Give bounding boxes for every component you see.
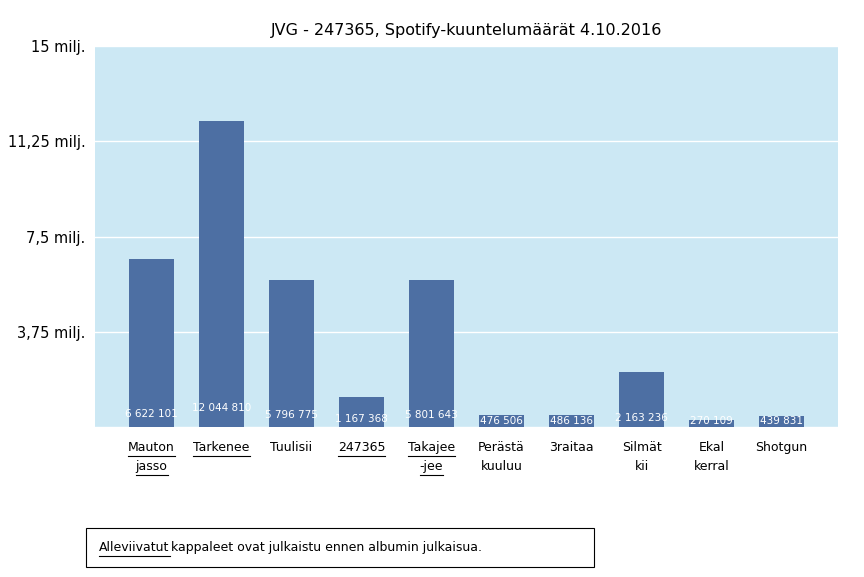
Text: Silmät: Silmät xyxy=(622,441,662,454)
Text: 6 622 101: 6 622 101 xyxy=(125,409,178,419)
Text: 2 163 236: 2 163 236 xyxy=(615,413,668,424)
Text: 5 801 643: 5 801 643 xyxy=(405,410,458,419)
Text: 3raitaa: 3raitaa xyxy=(550,441,594,454)
Text: Alleviivatut: Alleviivatut xyxy=(99,541,169,554)
Bar xyxy=(129,259,175,427)
Text: Mauton: Mauton xyxy=(128,441,175,454)
Text: 247365: 247365 xyxy=(338,441,385,454)
Text: 5 796 775: 5 796 775 xyxy=(265,410,318,419)
Text: kii: kii xyxy=(634,460,649,473)
Text: 486 136: 486 136 xyxy=(550,416,593,426)
Bar xyxy=(199,121,245,427)
Text: Perästä: Perästä xyxy=(478,441,525,454)
Text: jasso: jasso xyxy=(136,460,168,473)
Text: Ekal: Ekal xyxy=(698,441,725,454)
Bar xyxy=(479,415,524,427)
Bar xyxy=(409,280,454,427)
Text: 12 044 810: 12 044 810 xyxy=(192,403,251,413)
Bar xyxy=(549,415,594,427)
Bar xyxy=(619,372,664,427)
Text: -jee: -jee xyxy=(420,460,443,473)
Bar xyxy=(269,280,314,427)
Text: Takajee: Takajee xyxy=(408,441,455,454)
Bar xyxy=(689,420,734,427)
Text: 1 167 368: 1 167 368 xyxy=(335,414,388,424)
Title: JVG - 247365, Spotify-kuuntelumäärät 4.10.2016: JVG - 247365, Spotify-kuuntelumäärät 4.1… xyxy=(271,23,662,38)
Text: Shotgun: Shotgun xyxy=(755,441,808,454)
Bar xyxy=(759,416,804,427)
Text: kerral: kerral xyxy=(694,460,729,473)
Text: 270 109: 270 109 xyxy=(690,416,733,426)
Text: 476 506: 476 506 xyxy=(480,416,523,426)
Bar xyxy=(339,398,384,427)
Text: kuuluu: kuuluu xyxy=(480,460,523,473)
Text: 439 831: 439 831 xyxy=(760,416,803,426)
Text: kappaleet ovat julkaistu ennen albumin julkaisua.: kappaleet ovat julkaistu ennen albumin j… xyxy=(167,541,482,554)
Text: Tarkenee: Tarkenee xyxy=(194,441,250,454)
Text: Tuulisii: Tuulisii xyxy=(270,441,313,454)
